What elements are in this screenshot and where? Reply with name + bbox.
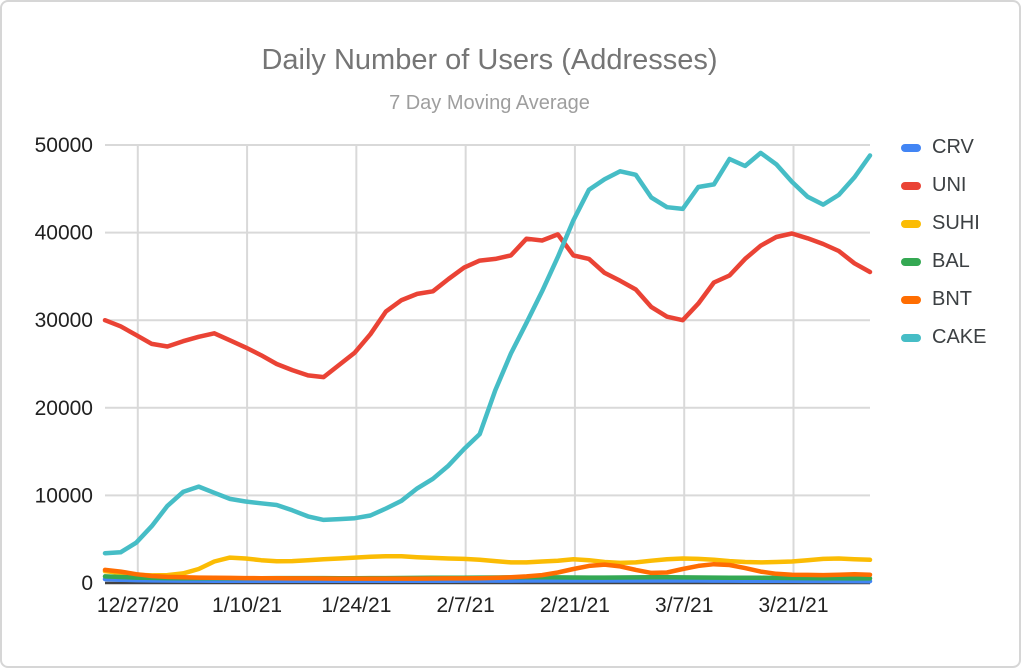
y-tick-label: 50000 <box>35 134 93 157</box>
x-tick-label: 3/21/21 <box>758 594 828 617</box>
y-tick-label: 10000 <box>35 484 93 507</box>
legend-swatch-cake <box>901 333 921 342</box>
x-tick-label: 1/24/21 <box>321 594 391 617</box>
legend-item-bal[interactable]: BAL <box>901 249 986 274</box>
x-tick-label: 2/7/21 <box>436 594 494 617</box>
x-tick-label: 2/21/21 <box>540 594 610 617</box>
series-line-uni <box>102 231 873 380</box>
y-tick-label: 40000 <box>35 222 93 245</box>
legend-label-suhi: SUHI <box>932 212 980 234</box>
series-line-bnt <box>102 561 873 581</box>
legend-item-suhi[interactable]: SUHI <box>901 211 986 236</box>
y-tick-label: 30000 <box>35 309 93 332</box>
x-tick-label: 12/27/20 <box>97 594 179 617</box>
legend-label-bnt: BNT <box>932 288 972 310</box>
y-tick-label: 0 <box>81 572 93 595</box>
legend-item-cake[interactable]: CAKE <box>901 325 986 350</box>
legend-item-bnt[interactable]: BNT <box>901 287 986 312</box>
legend-swatch-suhi <box>901 219 921 228</box>
legend-label-uni: UNI <box>932 174 967 196</box>
legend-swatch-uni <box>901 181 921 190</box>
legend-swatch-bal <box>901 257 921 266</box>
series-line-crv <box>102 576 873 584</box>
legend: CRV UNI SUHI BAL BNT CAKE <box>901 135 986 350</box>
legend-label-crv: CRV <box>932 136 974 158</box>
legend-swatch-bnt <box>901 295 921 304</box>
y-tick-label: 20000 <box>35 397 93 420</box>
legend-swatch-crv <box>901 143 921 152</box>
legend-item-uni[interactable]: UNI <box>901 173 986 198</box>
chart-subtitle: 7 Day Moving Average <box>389 92 590 114</box>
series-line-suhi <box>102 554 873 578</box>
legend-label-cake: CAKE <box>932 326 987 348</box>
legend-label-bal: BAL <box>932 250 970 272</box>
x-tick-label: 1/10/21 <box>212 594 282 617</box>
series-line-cake <box>102 150 873 556</box>
chart-title: Daily Number of Users (Addresses) <box>261 44 718 76</box>
legend-item-crv[interactable]: CRV <box>901 135 986 160</box>
x-tick-label: 3/7/21 <box>655 594 713 617</box>
